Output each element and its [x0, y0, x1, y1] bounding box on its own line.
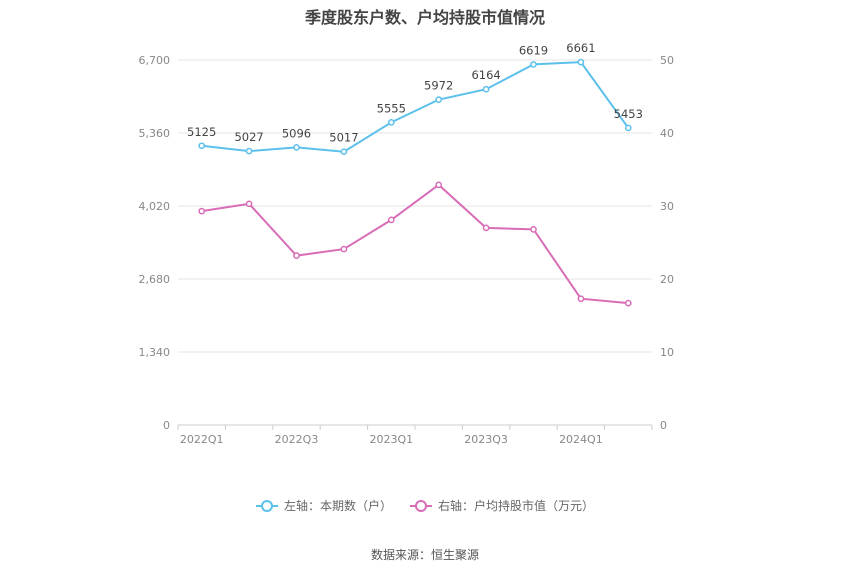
source-note: 数据来源：恒生聚源	[370, 548, 479, 562]
data-point	[435, 181, 443, 189]
data-point	[624, 124, 632, 132]
right-tick-label: 0	[660, 419, 667, 432]
data-label: 6619	[519, 43, 548, 57]
data-labels: 5125 5027 5096 5017 5555 5972 6164 6619 6661 5453	[187, 41, 643, 145]
legend-item-households[interactable]: 左轴：本期数（户）	[255, 497, 392, 514]
data-point	[293, 144, 300, 151]
right-axis: 0 10 20 30 40 50	[660, 54, 674, 432]
data-label: 5027	[234, 130, 263, 144]
x-tick-label: 2022Q3	[275, 433, 319, 446]
data-point	[198, 142, 206, 150]
right-tick-label: 50	[660, 54, 674, 67]
data-point	[482, 85, 490, 93]
data-point	[245, 200, 253, 208]
data-label: 5125	[187, 125, 216, 139]
x-tick-label: 2023Q3	[464, 433, 508, 446]
data-point	[435, 96, 443, 104]
data-point	[245, 147, 253, 155]
legend-item-avg-value[interactable]: 右轴：户均持股市值（万元）	[410, 497, 594, 514]
data-label: 5972	[424, 79, 453, 93]
data-label: 6164	[471, 68, 500, 82]
data-point	[340, 245, 348, 253]
right-tick-label: 20	[660, 273, 674, 286]
left-tick-label: 6,700	[139, 54, 171, 67]
data-point	[482, 224, 490, 232]
left-tick-label: 4,020	[139, 200, 171, 213]
data-label: 5096	[282, 126, 311, 140]
legend: 左轴：本期数（户） 右轴：户均持股市值（万元）	[0, 497, 850, 514]
data-point	[624, 299, 632, 307]
x-tick-label: 2022Q1	[180, 433, 224, 446]
legend-avg-value-icon	[410, 499, 432, 512]
series	[198, 58, 632, 307]
data-point	[530, 61, 537, 68]
x-tick-label: 2024Q1	[559, 433, 603, 446]
data-point	[387, 216, 395, 224]
data-point	[387, 119, 395, 126]
left-tick-label: 5,360	[139, 127, 171, 140]
data-point	[577, 58, 585, 66]
left-tick-label: 1,340	[139, 346, 171, 359]
left-axis: 0 1,340 2,680 4,020 5,360 6,700	[139, 54, 171, 432]
legend-households-icon	[255, 499, 278, 512]
legend-avg-value-label: 右轴：户均持股市值（万元）	[438, 499, 595, 513]
chart-title: 季度股东户数、户均持股市值情况	[304, 8, 545, 27]
left-tick-label: 2,680	[139, 273, 171, 286]
data-point	[577, 295, 585, 303]
data-point	[530, 226, 537, 233]
data-label: 5555	[377, 101, 406, 115]
series-line-1	[201, 183, 629, 305]
right-tick-label: 40	[660, 127, 674, 140]
left-tick-label: 0	[163, 419, 170, 432]
x-axis: 2022Q1 2022Q3 2023Q1 2023Q3 2024Q1	[177, 425, 653, 446]
legend-households-label: 左轴：本期数（户）	[283, 499, 392, 513]
data-label: 5017	[329, 131, 358, 145]
data-label: 6661	[566, 41, 595, 55]
right-tick-label: 10	[660, 346, 674, 359]
data-point	[340, 148, 348, 156]
data-label: 5453	[614, 107, 643, 121]
x-tick-label: 2023Q1	[369, 433, 413, 446]
right-tick-label: 30	[660, 200, 674, 213]
grid-lines	[178, 59, 652, 426]
data-point	[293, 252, 300, 259]
data-point	[198, 207, 206, 215]
series-line-0	[201, 61, 630, 153]
